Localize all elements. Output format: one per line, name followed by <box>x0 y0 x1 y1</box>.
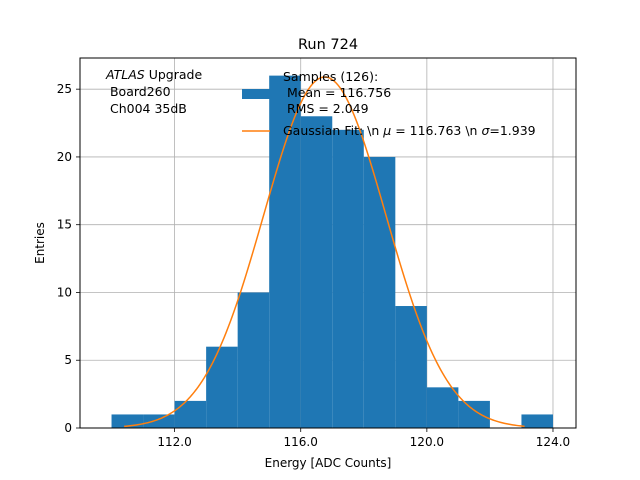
atlas-annotation: ATLAS Upgrade Board260 Ch004 35dB <box>105 67 202 116</box>
fit-curve-layer <box>124 76 525 428</box>
histogram-bar <box>174 400 207 428</box>
y-tick-label: 20 <box>57 150 72 164</box>
legend-fit-prefix: Gaussian Fit: \n <box>283 123 383 138</box>
x-tick-label: 120.0 <box>410 435 444 449</box>
atlas-label: ATLAS Upgrade <box>105 67 202 82</box>
y-tick-label: 15 <box>57 218 72 232</box>
histogram-bar <box>206 346 238 428</box>
histogram-bar <box>269 75 301 428</box>
histogram-bar <box>332 129 364 429</box>
y-tick-label: 5 <box>64 353 72 367</box>
legend-histogram-line-3: RMS = 2.049 <box>283 101 369 116</box>
legend: Samples (126): Mean = 116.756 RMS = 2.04… <box>242 69 536 138</box>
y-tick-label: 25 <box>57 82 72 96</box>
legend-fit-label: Gaussian Fit: \n μ = 116.763 \n σ=1.939 <box>283 123 536 138</box>
histogram-bar <box>237 292 270 428</box>
histogram-bar <box>143 414 175 428</box>
x-tick-label: 112.0 <box>157 435 191 449</box>
histogram-bar <box>521 414 553 428</box>
gaussian-fit-curve <box>124 76 525 428</box>
upgrade-word: Upgrade <box>145 67 203 82</box>
axis-ticks: 112.0 116.0 120.0 124.0 0 5 10 15 20 25 <box>57 82 570 449</box>
y-tick-label: 10 <box>57 285 72 299</box>
chart-title: Run 724 <box>298 37 358 53</box>
y-axis-label: Entries <box>33 222 47 264</box>
x-tick-label: 116.0 <box>284 435 318 449</box>
legend-fit-mu-value: = 116.763 \n <box>391 123 481 138</box>
histogram-bar <box>458 400 490 428</box>
histogram-bar <box>300 116 333 429</box>
channel-label: Ch004 35dB <box>106 101 187 116</box>
histogram-bars <box>111 75 553 429</box>
histogram-bar <box>395 306 427 428</box>
legend-fit-mu-symbol: μ <box>382 123 391 138</box>
x-axis-label: Energy [ADC Counts] <box>265 456 392 470</box>
legend-histogram-swatch <box>242 89 270 99</box>
histogram-bar <box>363 156 396 428</box>
legend-histogram-line-2: Mean = 116.756 <box>283 85 391 100</box>
x-tick-label: 124.0 <box>536 435 570 449</box>
y-tick-label: 0 <box>64 421 72 435</box>
legend-histogram-line-1: Samples (126): <box>283 69 378 84</box>
legend-fit-sigma-value: =1.939 <box>489 123 535 138</box>
plot-frame <box>79 57 577 429</box>
histogram-bar <box>426 387 459 428</box>
board-label: Board260 <box>106 84 171 99</box>
atlas-word: ATLAS <box>105 67 145 82</box>
legend-fit-sigma-symbol: σ <box>481 123 490 138</box>
